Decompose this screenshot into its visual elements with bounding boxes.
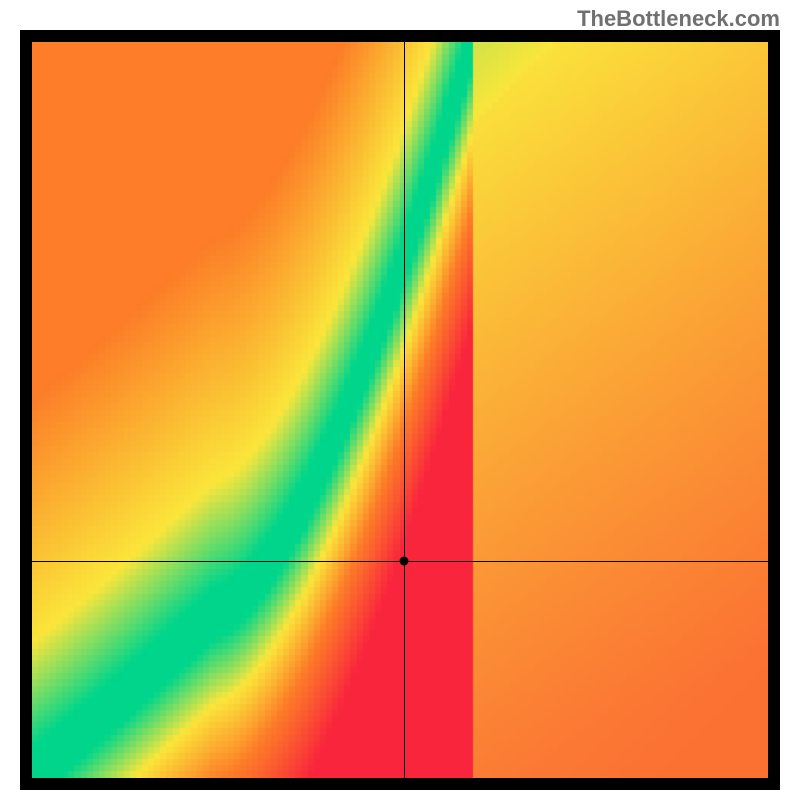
chart-container: TheBottleneck.com	[0, 0, 800, 800]
plot-area	[20, 30, 780, 790]
crosshair-marker	[399, 556, 408, 565]
watermark-text: TheBottleneck.com	[577, 6, 780, 32]
heatmap-canvas	[32, 42, 768, 778]
heatmap-wrap	[32, 42, 768, 778]
crosshair-vertical	[404, 42, 405, 778]
